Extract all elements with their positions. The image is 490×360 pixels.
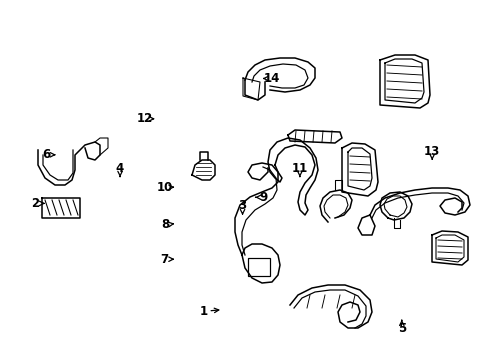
- Text: 1: 1: [199, 305, 207, 318]
- Text: 14: 14: [264, 72, 280, 85]
- Text: 4: 4: [116, 162, 124, 175]
- Text: 7: 7: [160, 253, 168, 266]
- Text: 9: 9: [260, 191, 268, 204]
- Text: 8: 8: [161, 219, 169, 231]
- Text: 12: 12: [136, 112, 153, 125]
- Text: 2: 2: [31, 197, 39, 210]
- Text: 13: 13: [424, 145, 441, 158]
- Text: 3: 3: [239, 199, 246, 212]
- Text: 5: 5: [398, 322, 406, 335]
- Text: 10: 10: [157, 181, 173, 194]
- Text: 11: 11: [292, 162, 308, 175]
- Bar: [248, 258, 270, 276]
- Text: 6: 6: [43, 148, 50, 161]
